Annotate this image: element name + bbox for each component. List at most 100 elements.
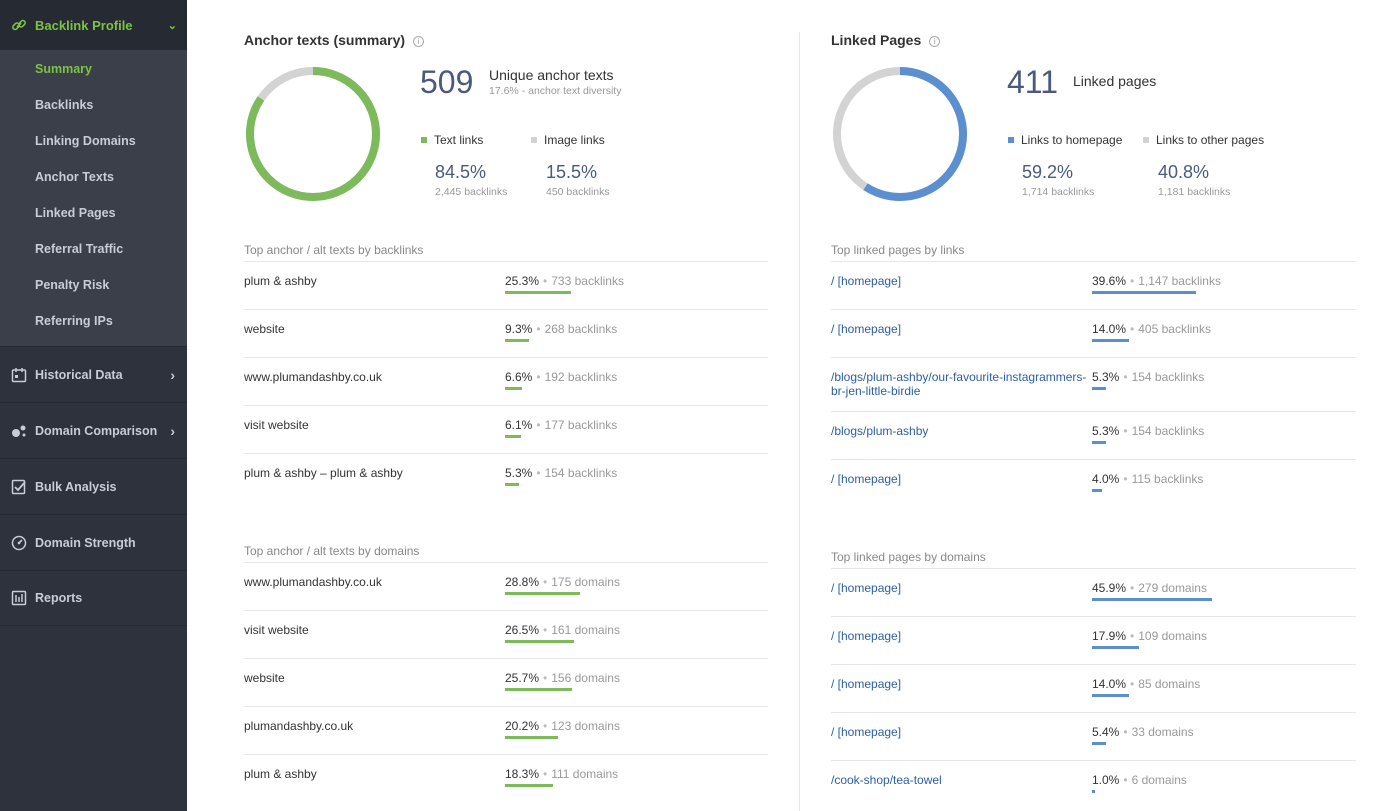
table-row: visit website 6.1% • 177 backlinks <box>244 406 768 454</box>
row-count: 192 backlinks <box>544 370 618 384</box>
page-link[interactable]: / [homepage] <box>831 677 902 691</box>
table-row: visit website 26.5% • 161 domains <box>244 611 768 659</box>
panel-title-text: Linked Pages <box>831 32 922 48</box>
page-link[interactable]: / [homepage] <box>831 725 902 739</box>
sidebar-item-linked-pages[interactable]: Linked Pages <box>35 206 116 220</box>
page-link[interactable]: / [homepage] <box>831 322 902 336</box>
sidebar-item-linking-domains[interactable]: Linking Domains <box>35 134 136 148</box>
other-pages-percent: 40.8% <box>1158 162 1210 182</box>
separator-dot: • <box>543 767 548 781</box>
row-percent: 4.0% <box>1092 472 1120 486</box>
row-percent: 6.6% <box>505 370 533 384</box>
sidebar-item-label: Domain Strength <box>35 535 136 550</box>
row-value: 5.4% • 33 domains <box>1092 725 1194 739</box>
sidebar-item-domain-strength[interactable]: Domain Strength <box>0 514 187 570</box>
table-row: plum & ashby 25.3% • 733 backlinks <box>244 262 768 310</box>
separator-dot: • <box>1123 424 1128 438</box>
row-value: 5.3% • 154 backlinks <box>505 466 617 480</box>
anchor-text: plum & ashby – plum & ashby <box>244 466 403 480</box>
page-link[interactable]: / [homepage] <box>831 629 902 643</box>
row-value: 4.0% • 115 backlinks <box>1092 472 1203 486</box>
separator-dot: • <box>1130 322 1135 336</box>
sidebar-item-bulk-analysis[interactable]: Bulk Analysis <box>0 458 187 514</box>
percent-bar <box>505 688 572 691</box>
checklist-icon <box>10 478 28 496</box>
percent-bar <box>1092 694 1129 697</box>
sidebar: Backlink Profile ⌄ Summary Backlinks Lin… <box>0 0 187 811</box>
percent-bar <box>505 339 529 342</box>
row-percent: 14.0% <box>1092 322 1127 336</box>
row-percent: 6.1% <box>505 418 533 432</box>
sidebar-item-reports[interactable]: Reports <box>0 570 187 626</box>
row-count: 279 domains <box>1138 581 1207 595</box>
page-link[interactable]: / [homepage] <box>831 581 902 595</box>
row-percent: 5.3% <box>505 466 533 480</box>
row-count: 115 backlinks <box>1131 472 1204 486</box>
row-percent: 39.6% <box>1092 274 1127 288</box>
anchor-text: visit website <box>244 623 309 637</box>
row-value: 20.2% • 123 domains <box>505 719 620 733</box>
sidebar-item-anchor-texts[interactable]: Anchor Texts <box>35 170 114 184</box>
row-value: 28.8% • 175 domains <box>505 575 620 589</box>
legend-links-homepage: Links to homepage <box>1008 133 1122 147</box>
separator-dot: • <box>1130 677 1135 691</box>
legend-image-links: Image links <box>531 133 605 147</box>
page-link[interactable]: /blogs/plum-ashby <box>831 424 929 438</box>
table-row: / [homepage] 17.9% • 109 domains <box>831 617 1356 665</box>
sidebar-item-summary[interactable]: Summary <box>35 62 92 76</box>
row-value: 39.6% • 1,147 backlinks <box>1092 274 1221 288</box>
legend-swatch <box>421 137 427 143</box>
sidebar-item-historical-data[interactable]: Historical Data › <box>0 346 187 402</box>
sidebar-item-domain-comparison[interactable]: Domain Comparison › <box>0 402 187 458</box>
row-count: 1,147 backlinks <box>1138 274 1221 288</box>
legend-swatch <box>1008 137 1014 143</box>
percent-bar <box>1092 598 1212 601</box>
percent-bar <box>1092 339 1129 342</box>
chevron-right-icon: › <box>170 366 175 383</box>
row-value: 25.3% • 733 backlinks <box>505 274 624 288</box>
sidebar-item-referring-ips[interactable]: Referring IPs <box>35 314 113 328</box>
row-count: 177 backlinks <box>544 418 618 432</box>
homepage-count: 1,714 backlinks <box>1022 186 1095 198</box>
percent-bar <box>505 291 571 294</box>
row-count: 161 domains <box>551 623 620 637</box>
page-link[interactable]: / [homepage] <box>831 472 902 486</box>
row-value: 45.9% • 279 domains <box>1092 581 1207 595</box>
row-value: 14.0% • 405 backlinks <box>1092 322 1211 336</box>
table-row: / [homepage] 39.6% • 1,147 backlinks <box>831 262 1356 310</box>
anchor-text: website <box>244 322 285 336</box>
section-title: Top anchor / alt texts by backlinks <box>244 243 424 257</box>
page-link[interactable]: / [homepage] <box>831 274 902 288</box>
sidebar-item-backlinks[interactable]: Backlinks <box>35 98 94 112</box>
percent-bar <box>505 592 580 595</box>
row-count: 109 domains <box>1138 629 1207 643</box>
row-percent: 5.4% <box>1092 725 1120 739</box>
percent-bar <box>505 736 558 739</box>
info-icon[interactable]: i <box>929 36 941 47</box>
anchor-text: plum & ashby <box>244 274 317 288</box>
row-percent: 25.7% <box>505 671 540 685</box>
page-link[interactable]: /blogs/plum-ashby/our-favourite-instagra… <box>831 370 1087 398</box>
top-linked-pages-by-links: Top linked pages by links / [homepage] 39… <box>831 238 1356 508</box>
row-percent: 5.3% <box>1092 370 1120 384</box>
top-anchors-by-domains: Top anchor / alt texts by domains www.pl… <box>244 539 768 803</box>
sidebar-item-label: Historical Data <box>35 367 123 382</box>
row-percent: 18.3% <box>505 767 540 781</box>
section-title: Top anchor / alt texts by domains <box>244 544 420 558</box>
image-links-percent: 15.5% <box>546 162 598 182</box>
row-value: 17.9% • 109 domains <box>1092 629 1207 643</box>
legend-label: Image links <box>544 133 605 147</box>
panel-title: Linked Pages i <box>831 32 941 48</box>
percent-bar <box>505 784 553 787</box>
sidebar-item-penalty-risk[interactable]: Penalty Risk <box>35 278 110 292</box>
row-value: 5.3% • 154 backlinks <box>1092 424 1204 438</box>
sidebar-section-backlink-profile[interactable]: Backlink Profile ⌄ <box>0 0 187 50</box>
sidebar-item-referral-traffic[interactable]: Referral Traffic <box>35 242 124 256</box>
table-row: www.plumandashby.co.uk 28.8% • 175 domains <box>244 563 768 611</box>
page-link[interactable]: /cook-shop/tea-towel <box>831 773 942 787</box>
donut-segment-text-links <box>246 67 380 201</box>
info-icon[interactable]: i <box>413 36 425 47</box>
anchor-donut-chart <box>246 67 380 201</box>
anchor-text: visit website <box>244 418 309 432</box>
legend-swatch <box>1143 137 1149 143</box>
